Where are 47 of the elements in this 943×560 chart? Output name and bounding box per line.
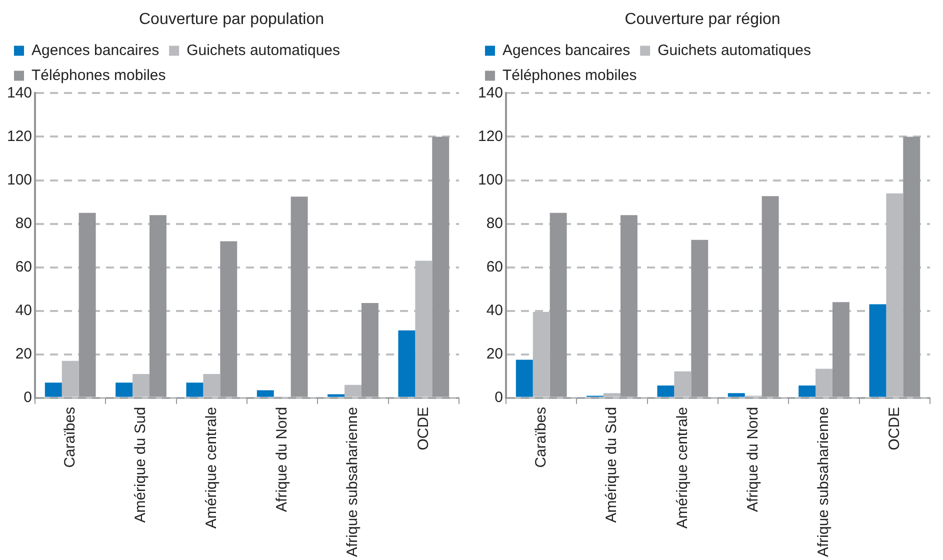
bar	[798, 385, 816, 397]
chart-title: Couverture par population	[138, 11, 324, 28]
x-tick-label: Caraïbes	[62, 406, 78, 468]
y-tick-label: 80	[486, 214, 504, 232]
x-tick-label: Afrique du Nord	[744, 406, 762, 512]
bar	[869, 304, 886, 397]
bar	[657, 385, 674, 397]
x-tick-label: Amérique centrale	[674, 406, 691, 529]
legend-label: Téléphones mobiles	[32, 66, 166, 84]
y-tick-label: 100	[6, 171, 32, 188]
y-tick-label: 80	[15, 214, 32, 232]
y-tick-label: 140	[6, 84, 32, 102]
legend-label: Guichets automatiques	[658, 42, 811, 59]
y-tick-label: 120	[478, 128, 504, 145]
x-tick-label: Amérique centrale	[202, 406, 220, 529]
bar	[728, 393, 745, 397]
y-tick-label: 0	[494, 389, 504, 406]
y-tick-label: 0	[24, 389, 32, 406]
legend-label: Agences bancaires	[32, 42, 160, 59]
y-tick-label: 40	[15, 302, 32, 319]
legend-label: Téléphones mobiles	[502, 66, 637, 84]
x-tick-label: OCDE	[414, 406, 432, 450]
x-tick-label: Afrique du Nord	[273, 406, 290, 512]
bar	[516, 360, 533, 397]
bar	[116, 382, 133, 397]
x-tick-label: Amérique du Sud	[132, 406, 150, 523]
y-tick-label: 120	[6, 128, 32, 145]
bar	[328, 394, 345, 397]
chart-title: Couverture par région	[624, 11, 780, 28]
y-tick-label: 140	[478, 84, 504, 102]
x-tick-label: Afrique subsaharienne	[815, 406, 832, 558]
bar	[186, 382, 204, 397]
x-tick-label: Amérique du Sud	[603, 406, 620, 523]
bar	[44, 382, 62, 397]
bar	[398, 330, 416, 397]
y-tick-label: 20	[15, 346, 32, 363]
y-tick-label: 40	[486, 302, 504, 319]
y-tick-label: 60	[486, 258, 504, 276]
y-tick-label: 60	[15, 258, 32, 276]
legend-label: Guichets automatiques	[186, 42, 340, 59]
legend-label: Agences bancaires	[502, 42, 630, 59]
y-tick-label: 20	[486, 346, 504, 363]
x-tick-label: Caraïbes	[532, 406, 550, 468]
bar	[256, 390, 274, 397]
y-tick-label: 100	[478, 171, 504, 188]
x-tick-label: OCDE	[886, 406, 903, 450]
x-tick-label: Afrique subsaharienne	[344, 406, 362, 558]
